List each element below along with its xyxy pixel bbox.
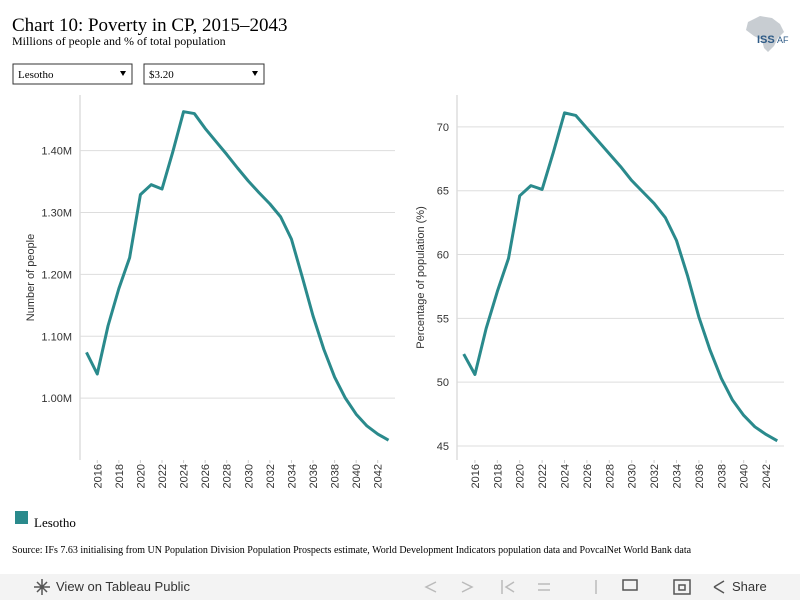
- legend-label: Lesotho: [34, 515, 76, 530]
- y-tick-label: 1.40M: [41, 146, 72, 158]
- share-icon[interactable]: [713, 580, 725, 594]
- subtitle: Millions of people and % of total popula…: [12, 34, 226, 48]
- x-tick-label: 2016: [470, 464, 482, 488]
- x-tick-label: 2030: [243, 464, 255, 488]
- dropdown-value[interactable]: Lesotho: [18, 69, 54, 81]
- title: Chart 10: Poverty in CP, 2015–2043: [12, 15, 288, 36]
- x-tick-label: 2040: [739, 464, 751, 488]
- logo-text: AF: [777, 35, 789, 45]
- x-tick-label: 2024: [179, 464, 191, 488]
- dropdown-arrow[interactable]: [120, 71, 126, 76]
- y-tick-label: 70: [437, 122, 449, 134]
- x-tick-label: 2034: [286, 464, 298, 488]
- x-tick-label: 2030: [627, 464, 639, 488]
- dropdown[interactable]: $3.20: [143, 63, 265, 85]
- logo-text: ISS: [757, 34, 775, 46]
- fullscreen-icon[interactable]: [673, 579, 691, 595]
- x-tick-label: 2042: [761, 464, 773, 488]
- x-tick-label: 2028: [604, 464, 616, 488]
- refresh-icon[interactable]: [538, 583, 550, 591]
- y-tick-label: 65: [437, 186, 449, 198]
- y-tick-label: 1.30M: [41, 208, 72, 220]
- dropdown-value[interactable]: $3.20: [149, 69, 174, 81]
- x-tick-label: 2028: [222, 464, 234, 488]
- y-tick-label: 1.20M: [41, 269, 72, 281]
- y-tick-label: 1.00M: [41, 393, 72, 405]
- undo-icon[interactable]: [424, 581, 437, 593]
- data-line: [85, 110, 390, 442]
- y-tick-label: 1.10M: [41, 331, 72, 343]
- toolbar-icons: [622, 579, 725, 595]
- x-tick-label: 2036: [308, 464, 320, 488]
- view-link[interactable]: View on Tableau Public: [56, 579, 190, 594]
- x-tick-label: 2036: [694, 464, 706, 488]
- logo: ISS AF: [746, 16, 789, 52]
- toolbar-icons: [424, 580, 597, 594]
- toolbar: [0, 574, 800, 600]
- revert-icon[interactable]: [501, 580, 515, 594]
- y-axis-title: Percentage of population (%): [415, 206, 427, 348]
- x-tick-label: 2040: [351, 464, 363, 488]
- download-icon[interactable]: [622, 579, 638, 591]
- x-tick-label: 2020: [515, 464, 527, 488]
- legend-swatch: [15, 511, 28, 524]
- dropdown-arrow[interactable]: [252, 71, 258, 76]
- y-tick-label: 45: [437, 441, 449, 453]
- x-tick-label: 2026: [200, 464, 212, 488]
- x-tick-label: 2022: [537, 464, 549, 488]
- dropdown-box[interactable]: [143, 63, 265, 85]
- source-note: Source: IFs 7.63 initialising from UN Po…: [12, 545, 692, 556]
- x-tick-label: 2024: [560, 464, 572, 488]
- view-button[interactable]: View on Tableau Public: [34, 579, 190, 595]
- y-axis-title: Number of people: [25, 234, 37, 321]
- x-tick-label: 2016: [92, 464, 104, 488]
- dropdown[interactable]: Lesotho: [12, 63, 133, 85]
- data-line: [462, 111, 779, 443]
- x-tick-label: 2038: [330, 464, 342, 488]
- tableau-icon[interactable]: [34, 579, 50, 595]
- y-tick-label: 60: [437, 250, 449, 262]
- x-tick-label: 2038: [716, 464, 728, 488]
- x-tick-label: 2032: [265, 464, 277, 488]
- share-button[interactable]: Share: [732, 579, 767, 594]
- x-tick-label: 2034: [671, 464, 683, 488]
- logo-map: [746, 16, 784, 52]
- x-tick-label: 2018: [114, 464, 126, 488]
- dropdown-box[interactable]: [12, 63, 133, 85]
- redo-icon[interactable]: [461, 581, 474, 593]
- x-tick-label: 2022: [157, 464, 169, 488]
- x-tick-label: 2020: [135, 464, 147, 488]
- x-tick-label: 2018: [492, 464, 504, 488]
- y-tick-label: 50: [437, 377, 449, 389]
- x-tick-label: 2026: [582, 464, 594, 488]
- x-tick-label: 2042: [373, 464, 385, 488]
- x-tick-label: 2032: [649, 464, 661, 488]
- y-tick-label: 55: [437, 313, 449, 325]
